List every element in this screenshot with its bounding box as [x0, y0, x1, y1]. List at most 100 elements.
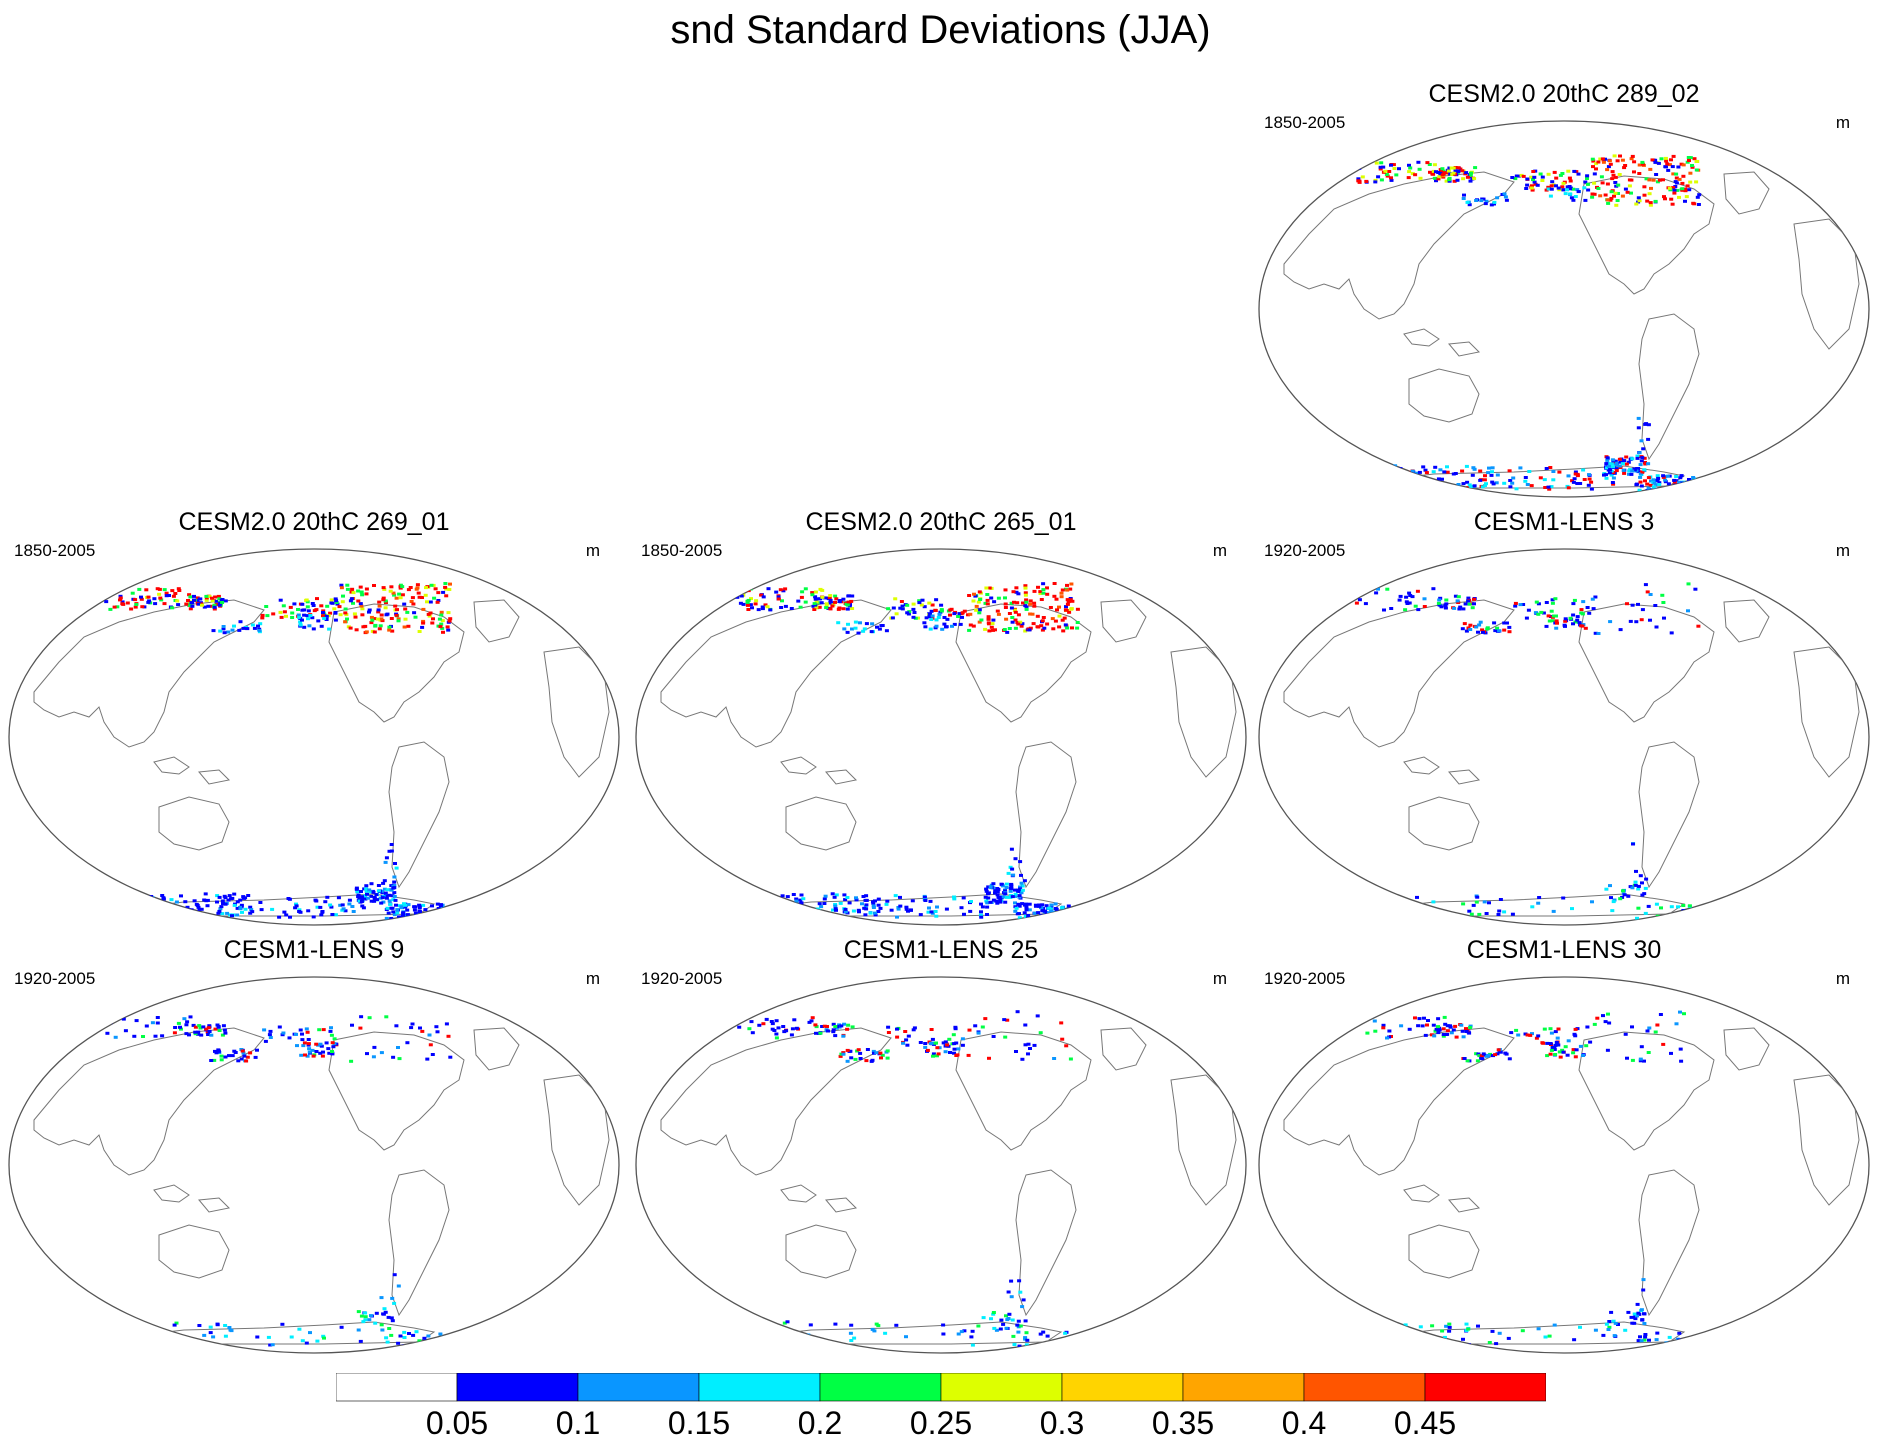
snow-cell — [1039, 906, 1044, 910]
snow-cell — [1562, 623, 1567, 627]
snow-cell — [1440, 173, 1445, 177]
snow-cell — [1456, 170, 1461, 173]
snow-cell — [421, 621, 426, 625]
snow-cell — [1560, 1048, 1565, 1052]
snow-cell — [333, 611, 338, 615]
snow-cell — [785, 1320, 790, 1324]
snow-cell — [330, 913, 335, 916]
snow-cell — [215, 900, 219, 904]
snow-cell — [196, 1032, 201, 1036]
snow-cell — [1421, 465, 1426, 469]
snow-cell — [1018, 860, 1023, 864]
snow-cell — [360, 897, 365, 901]
snow-cell — [321, 611, 325, 614]
snow-cell — [1651, 478, 1656, 482]
snow-cell — [1545, 1041, 1550, 1045]
snow-cell — [238, 898, 243, 902]
snow-cell — [1068, 1338, 1072, 1342]
snow-cell — [390, 1319, 395, 1323]
snow-cell — [1357, 598, 1362, 602]
snow-cell — [1653, 483, 1658, 487]
snow-cell — [222, 1028, 227, 1032]
snow-cell — [184, 602, 189, 606]
snow-cell — [1006, 1317, 1011, 1320]
snow-cell — [1050, 617, 1055, 621]
snow-cell — [1492, 202, 1496, 206]
snow-cell — [874, 1322, 879, 1326]
snow-cell — [841, 1051, 846, 1055]
snow-cell — [1521, 603, 1526, 606]
snow-cell — [1026, 1042, 1031, 1046]
snow-cell — [907, 610, 912, 614]
coastline — [153, 1184, 190, 1203]
snow-cell — [1406, 176, 1411, 180]
snow-cell — [201, 1025, 206, 1029]
snow-cell — [912, 611, 917, 614]
snow-cell — [1642, 456, 1647, 460]
snow-cell — [1546, 614, 1551, 618]
snow-cell — [347, 898, 352, 902]
snow-cell — [1394, 173, 1399, 177]
snow-cell — [983, 1017, 988, 1021]
snow-cell — [745, 913, 749, 917]
snow-cell — [1468, 1026, 1473, 1029]
snow-cell — [979, 915, 984, 919]
snow-cell — [305, 1030, 310, 1034]
snow-cell — [894, 1323, 899, 1327]
snow-cell — [1570, 479, 1575, 483]
snow-cell — [1627, 472, 1631, 476]
snow-cell — [911, 615, 916, 619]
snow-cell — [737, 1025, 742, 1029]
snow-cell — [1595, 1016, 1600, 1020]
snow-cell — [1690, 165, 1695, 169]
snow-cell — [1449, 166, 1454, 170]
snow-cell — [879, 1056, 883, 1060]
snow-cell — [384, 613, 389, 617]
snow-cell — [1640, 162, 1645, 166]
snow-cell — [836, 621, 841, 625]
snow-cell — [935, 1046, 940, 1050]
snow-cell — [864, 894, 869, 898]
panel-title: CESM2.0 20thC 269_01 — [178, 508, 450, 536]
colorbar-tick-label: 0.25 — [909, 1405, 973, 1441]
snow-cell — [376, 610, 381, 614]
snow-cell — [1604, 476, 1609, 480]
snow-cell — [356, 893, 361, 897]
snow-cell — [321, 1028, 326, 1032]
snow-cell — [385, 906, 390, 910]
coastline — [1100, 599, 1147, 643]
snow-cell — [155, 1021, 160, 1025]
snow-cell — [1655, 479, 1660, 483]
snow-cell — [1608, 884, 1612, 888]
snow-cell — [393, 862, 397, 865]
snow-cell — [1453, 594, 1458, 598]
coastline — [388, 741, 450, 889]
snow-cell — [1468, 179, 1473, 183]
snow-cell — [299, 1053, 304, 1057]
snow-cell — [864, 1059, 869, 1063]
snow-cell — [1604, 1322, 1609, 1326]
snow-cell — [1444, 1324, 1449, 1328]
snow-cell — [391, 910, 396, 914]
panel-period: 1920-2005 — [14, 969, 96, 988]
snow-cell — [992, 1326, 997, 1330]
snow-cell — [878, 1051, 883, 1055]
snow-cell — [448, 1055, 453, 1059]
snow-cell — [911, 607, 916, 611]
snow-cell — [1607, 1320, 1612, 1323]
snow-cell — [433, 587, 438, 591]
snow-cell — [1558, 173, 1563, 177]
snow-cell — [369, 894, 374, 898]
coastline — [1403, 756, 1440, 775]
snow-cell — [204, 596, 209, 600]
snow-cell — [1065, 602, 1070, 606]
snow-cell — [1433, 465, 1438, 469]
snow-cell — [1431, 172, 1436, 176]
snow-cell — [872, 1051, 876, 1055]
snow-cell — [1604, 462, 1609, 466]
snow-cell — [1455, 599, 1460, 603]
snow-cell — [107, 1016, 112, 1020]
snow-cell — [886, 607, 891, 611]
snow-cell — [387, 893, 392, 897]
snow-cell — [1015, 1010, 1020, 1014]
